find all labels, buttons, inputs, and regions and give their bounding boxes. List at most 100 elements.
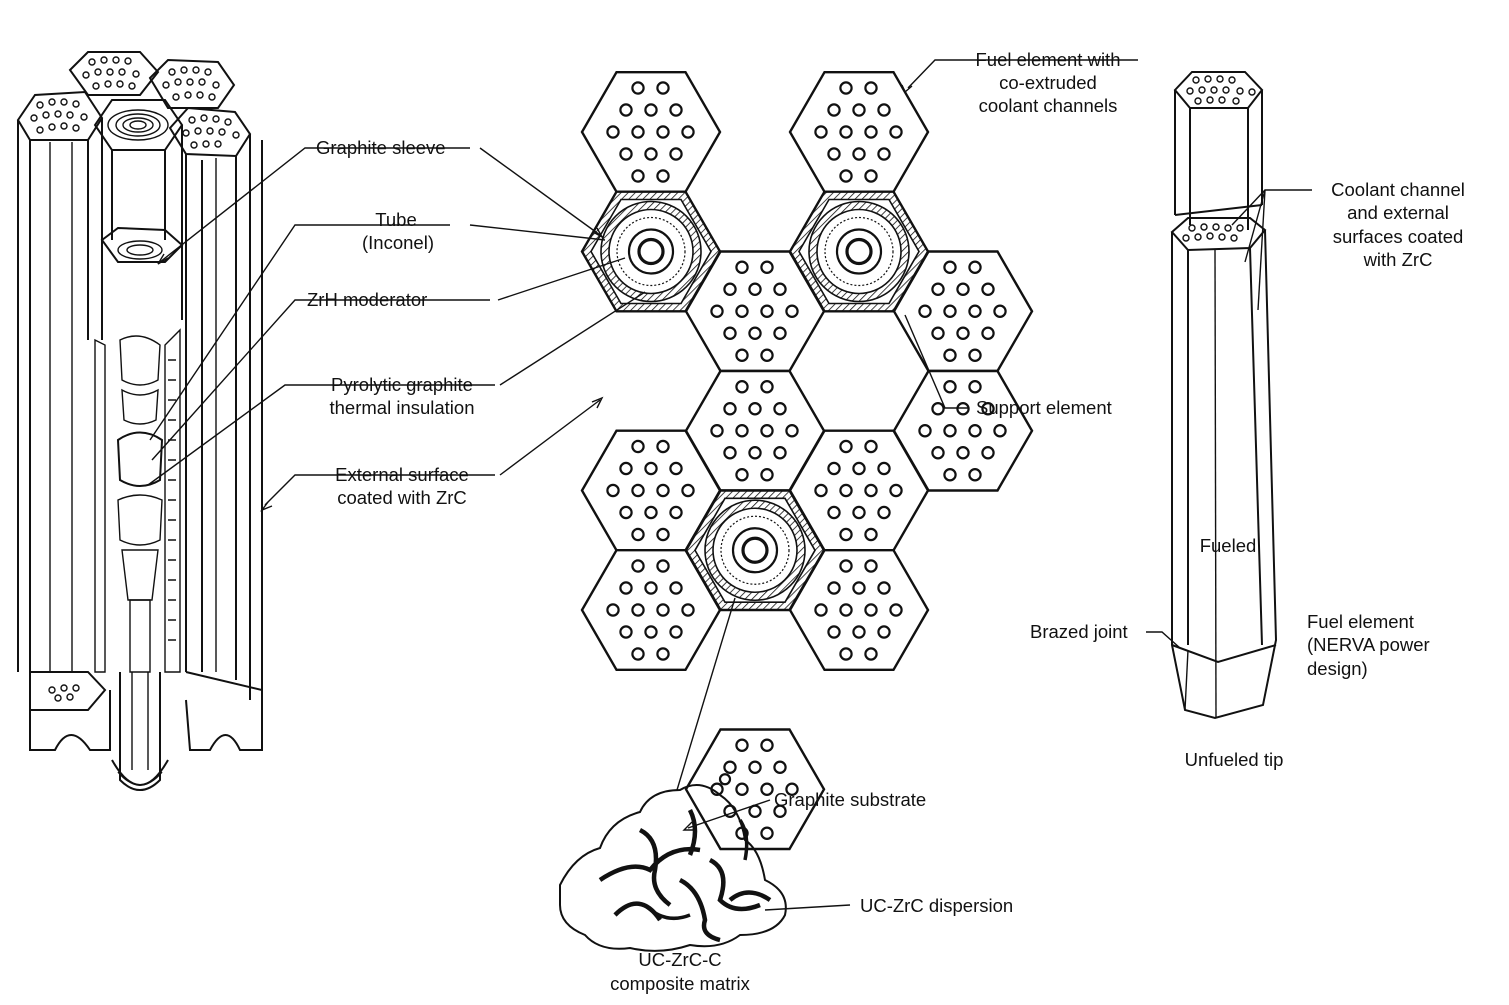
label-graphite-substrate: Graphite substrate <box>774 789 926 810</box>
coolant-channel <box>710 304 724 318</box>
coolant-channel <box>773 760 787 774</box>
label-zrh-moderator: ZrH moderator <box>307 289 427 310</box>
coolant-channel <box>644 461 658 476</box>
coolant-channel <box>644 147 658 161</box>
label-fuel-element-line1: Fuel element with <box>976 49 1121 70</box>
coolant-channel <box>864 647 878 661</box>
coolant-channel <box>877 581 891 595</box>
coolant-channel <box>968 424 982 438</box>
label-nerva-line2: (NERVA power <box>1307 634 1430 655</box>
coolant-channel <box>785 424 799 438</box>
label-nerva-line3: design) <box>1307 658 1368 679</box>
label-support-element: Support element <box>976 397 1112 418</box>
label-coolant-line3: surfaces coated <box>1333 226 1464 247</box>
coolant-channel <box>656 527 670 542</box>
coolant-channel <box>631 439 645 454</box>
label-graphite-sleeve: Graphite sleeve <box>316 137 446 158</box>
composite-matrix <box>559 784 787 952</box>
coolant-channel <box>606 603 620 617</box>
coolant-channel <box>877 625 891 639</box>
coolant-channel <box>877 461 891 476</box>
coolant-channel <box>735 738 749 752</box>
coolant-channel <box>931 402 945 416</box>
coolant-channel <box>981 446 995 460</box>
coolant-channel <box>981 402 995 416</box>
top-face-right <box>148 58 236 109</box>
coolant-channel <box>956 402 970 416</box>
coolant-channel <box>644 581 658 595</box>
coolant-channel <box>956 282 970 296</box>
label-coolant-line1: Coolant channel <box>1331 179 1465 200</box>
coolant-channel <box>656 559 670 573</box>
coolant-channel <box>968 348 982 362</box>
bottom-leader-lines <box>682 799 851 911</box>
coolant-channel <box>735 260 749 274</box>
coolant-channel <box>918 304 932 318</box>
label-pyrolytic-line2: thermal insulation <box>330 397 475 418</box>
coolant-channel <box>760 380 774 394</box>
coolant-channel <box>827 461 841 476</box>
coolant-channel <box>864 81 878 95</box>
coolant-channel <box>723 326 737 340</box>
coolant-channel <box>839 125 853 139</box>
fuel-cell <box>580 429 722 552</box>
label-dispersion: UC-ZrC dispersion <box>860 895 1013 916</box>
coolant-channel <box>993 304 1007 318</box>
label-composite-line1: UC-ZrC-C <box>638 949 721 970</box>
coolant-channel <box>852 147 866 161</box>
coolant-channel <box>606 483 620 498</box>
coolant-channel <box>956 446 970 460</box>
coolant-channel <box>864 603 878 617</box>
coolant-channel <box>814 603 828 617</box>
coolant-channel <box>619 581 633 595</box>
coolant-channel <box>760 738 774 752</box>
coolant-channel <box>760 424 774 438</box>
coolant-channel <box>968 468 982 482</box>
right-leader-lines <box>1146 189 1312 649</box>
coolant-channel <box>864 439 878 454</box>
label-external-line1: External surface <box>335 464 469 485</box>
coolant-channel <box>723 402 737 416</box>
coolant-channel <box>619 625 633 639</box>
coolant-channel <box>839 647 853 661</box>
support-cell <box>580 190 722 313</box>
coolant-channel <box>773 446 787 460</box>
coolant-channel <box>669 581 683 595</box>
coolant-channel <box>981 282 995 296</box>
coolant-channel <box>827 505 841 520</box>
coolant-channel <box>943 468 957 482</box>
coolant-channel <box>669 147 683 161</box>
coolant-channel <box>852 505 866 520</box>
coolant-channel <box>773 402 787 416</box>
coolant-channel <box>748 282 762 296</box>
coolant-channel <box>723 760 737 774</box>
coolant-channel <box>839 81 853 95</box>
label-pyrolytic-line1: Pyrolytic graphite <box>331 374 473 395</box>
coolant-channel <box>852 581 866 595</box>
coolant-channel <box>968 260 982 274</box>
coolant-channel <box>889 603 903 617</box>
coolant-channel <box>827 103 841 117</box>
coolant-channel <box>918 424 932 438</box>
label-external-line2: coated with ZrC <box>337 487 467 508</box>
coolant-channel <box>669 461 683 476</box>
coolant-channel <box>943 380 957 394</box>
cutaway-assembly <box>16 51 263 791</box>
coolant-channel <box>773 282 787 296</box>
coolant-channel <box>852 461 866 476</box>
fuel-cell <box>684 369 826 492</box>
fuel-cell <box>788 549 930 671</box>
support-top-rings <box>107 109 169 141</box>
coolant-channel <box>814 483 828 498</box>
coolant-channel <box>656 603 670 617</box>
coolant-channel <box>681 125 695 139</box>
coolant-channel <box>723 282 737 296</box>
coolant-channel <box>631 527 645 542</box>
coolant-channel <box>827 581 841 595</box>
coolant-channel <box>993 424 1007 438</box>
coolant-channel <box>669 505 683 520</box>
coolant-channel <box>839 483 853 498</box>
top-face-back <box>68 51 160 96</box>
coolant-channel <box>839 439 853 454</box>
